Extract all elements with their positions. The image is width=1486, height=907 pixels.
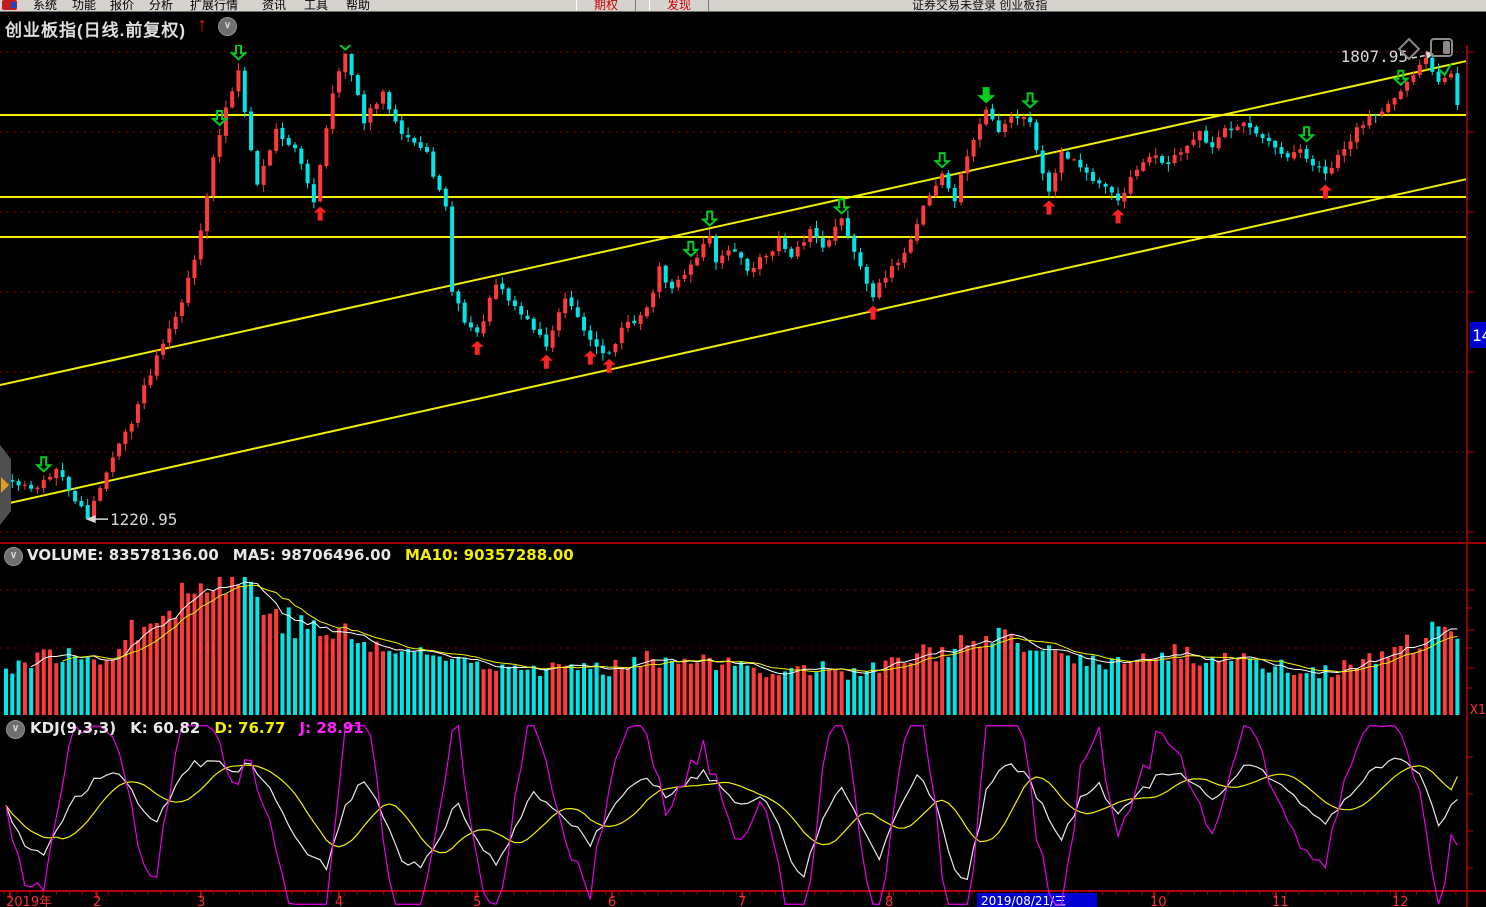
kdj-j-line <box>5 724 1458 905</box>
drawer-arrow-icon <box>1 477 9 493</box>
check-mark-icon <box>1438 63 1452 77</box>
menu-bar: 证券交易未登录 创业板指 系统 功能 报价 分析 扩展行情 资讯 工具 帮助 期权 发现 <box>0 0 1486 12</box>
axis-month-label: 12 <box>1392 895 1409 907</box>
volume-value: VOLUME: 83578136.00 <box>27 546 219 564</box>
login-status-text: 证券交易未登录 创业板指 <box>912 0 1048 12</box>
menu-hot-item-0[interactable]: 期权 <box>576 0 636 11</box>
time-axis: 2019年 2 3 4 5 6 7 8 10 11 12 2019/08/21/三 <box>0 890 1486 907</box>
volume-ma10-line <box>62 584 1458 673</box>
kdj-d-line <box>5 764 1458 854</box>
volume-ma5-line <box>30 581 1458 675</box>
sell-arrow-solid-icon <box>977 87 996 104</box>
up-arrow-icon: ↑ <box>197 14 207 36</box>
buy-arrow-icon <box>539 354 553 369</box>
diagonal-trendline <box>0 59 1468 387</box>
buy-arrow-icon <box>602 358 616 373</box>
collapse-kdj-icon[interactable]: ∨ <box>6 720 25 739</box>
sell-arrow-icon <box>832 198 851 215</box>
sell-arrow-icon <box>1391 69 1410 87</box>
buy-arrow-icon <box>1318 184 1332 199</box>
crosshair-price-label <box>1470 322 1486 348</box>
signal-arrows <box>34 45 1452 473</box>
kdj-chart[interactable] <box>0 717 1486 907</box>
sell-arrow-icon <box>681 240 700 258</box>
kdj-name: KDJ(9,3,3) <box>30 719 117 737</box>
volume-ma10: MA10: 90357288.00 <box>405 546 574 564</box>
high-price-label: 1807.95 <box>1341 47 1408 66</box>
buy-arrow-icon <box>1111 209 1125 224</box>
kdj-j: J: 28.91 <box>299 719 364 737</box>
sell-arrow-icon <box>338 45 352 51</box>
axis-month-label: 8 <box>885 895 893 907</box>
sell-arrow-icon <box>210 110 229 127</box>
menu-item-6[interactable]: 工具 <box>304 0 329 12</box>
volume-ma5: MA5: 98706496.00 <box>232 546 392 564</box>
chart-title: 创业板指(日线.前复权) <box>5 21 187 40</box>
axis-month-label: 3 <box>197 895 205 907</box>
svg-text:14: 14 <box>1472 326 1486 345</box>
sell-arrow-icon <box>700 210 719 227</box>
axis-month-label: 7 <box>738 895 746 907</box>
sell-arrow-icon <box>34 456 53 473</box>
kdj-k: K: 60.82 <box>130 719 201 737</box>
kdj-header: KDJ(9,3,3) K: 60.82 D: 76.77 J: 28.91 <box>30 719 364 737</box>
volume-bars <box>4 577 1460 715</box>
low-price-label: 1220.95 <box>110 510 177 529</box>
menu-item-2[interactable]: 报价 <box>110 0 135 12</box>
buy-arrow-icon <box>470 340 484 355</box>
menu-hot-item-1[interactable]: 发现 <box>649 0 709 11</box>
collapse-volume-icon[interactable]: ∨ <box>4 547 23 566</box>
sell-arrow-icon <box>1297 126 1316 143</box>
axis-month-label: 11 <box>1272 895 1289 907</box>
sell-arrow-icon <box>933 152 952 169</box>
diagonal-trendline <box>0 178 1468 507</box>
kdj-k-line <box>5 757 1458 881</box>
buy-arrow-icon <box>1042 200 1056 215</box>
svg-text:2019/08/21/三: 2019/08/21/三 <box>981 894 1066 907</box>
menu-item-0[interactable]: 系统 <box>33 0 58 12</box>
volume-chart[interactable]: X1 <box>0 542 1486 717</box>
menu-item-3[interactable]: 分析 <box>149 0 174 12</box>
chart-header: 创业板指(日线.前复权) ↑ ∨ <box>0 12 1486 61</box>
axis-month-label: 2019年 <box>6 895 52 907</box>
axis-month-label: 6 <box>608 895 616 907</box>
menu-item-1[interactable]: 功能 <box>72 0 97 12</box>
app-logo-icon <box>2 0 17 10</box>
buy-arrow-icon <box>866 305 880 320</box>
sell-arrow-icon <box>1021 92 1040 109</box>
axis-month-label: 2 <box>93 895 101 907</box>
menu-item-4[interactable]: 扩展行情 <box>190 0 239 12</box>
buy-arrow-icon <box>313 206 327 221</box>
menu-item-7[interactable]: 帮助 <box>346 0 371 12</box>
main-candlestick-chart[interactable]: 1807.95 1220.95 14 <box>0 45 1486 542</box>
split-panel-icon[interactable] <box>1430 38 1453 57</box>
collapse-main-icon[interactable]: ∨ <box>218 17 237 36</box>
buy-arrow-icon <box>583 350 597 365</box>
axis-month-label: 10 <box>1150 895 1167 907</box>
arrow-left-icon <box>85 515 96 524</box>
sell-arrow-icon <box>229 45 248 61</box>
volume-header: VOLUME: 83578136.00 MA5: 98706496.00 MA1… <box>27 546 574 564</box>
candles <box>4 52 1460 520</box>
axis-month-label: 5 <box>473 895 481 907</box>
volume-unit-label: X1 <box>1470 703 1486 717</box>
axis-month-label: 4 <box>335 895 343 907</box>
menu-item-5[interactable]: 资讯 <box>262 0 287 12</box>
kdj-d: D: 76.77 <box>214 719 286 737</box>
